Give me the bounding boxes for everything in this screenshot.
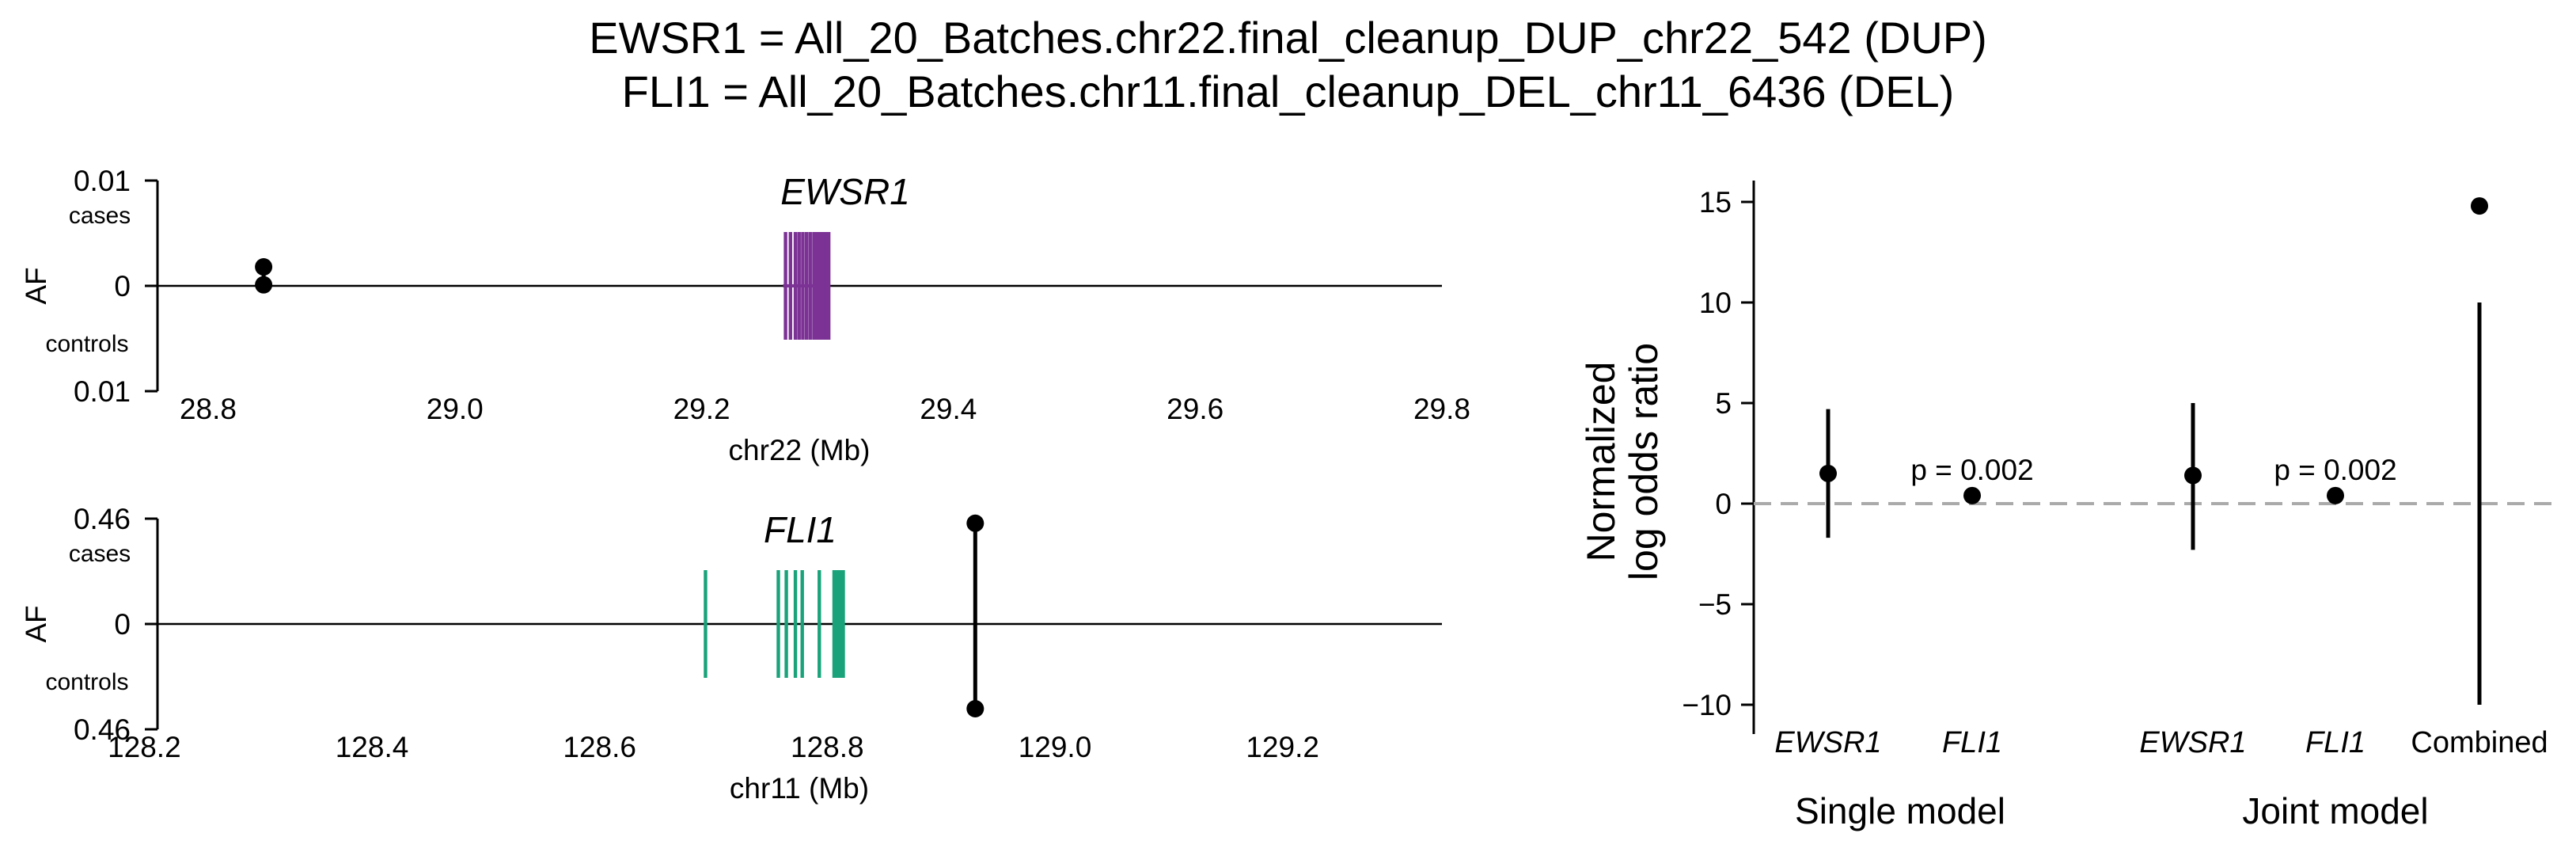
y-tick-label: 0.46: [74, 503, 131, 535]
x-tick-label: 29.0: [427, 393, 484, 425]
x-tick-label: 128.6: [563, 731, 636, 763]
gene-exon: [804, 232, 809, 340]
gene-exon: [776, 570, 780, 678]
gene-exon: [793, 232, 798, 340]
cases-label: cases: [69, 541, 131, 567]
gene-exon: [797, 232, 801, 340]
gene-exon: [819, 232, 823, 340]
gene-exon: [818, 570, 821, 678]
odds-ratio-panel: 15 10 5 0 −5 −10 Normalizedlog odds ratio EWSR1…: [1579, 181, 2560, 831]
gene-exon: [793, 570, 798, 678]
category-label: FLI1: [1942, 726, 2002, 759]
y-tick-label: 0.01: [74, 375, 131, 408]
y-tick-label: −10: [1682, 689, 1732, 721]
y-axis-label: Normalizedlog odds ratio: [1579, 343, 1666, 580]
af-panel-ewsr1: 0.01 0 0.01 cases controls AF EWSR1 28.8 29.0 29.…: [20, 165, 1470, 466]
gene-exon: [824, 232, 829, 340]
x-tick-label: 28.8: [180, 393, 237, 425]
y-tick-label: 0: [114, 270, 131, 302]
gene-exon: [841, 570, 845, 678]
y-tick-label: 15: [1699, 186, 1732, 219]
gene-exon: [784, 570, 788, 678]
p-value-annotation: p = 0.002: [2274, 454, 2396, 486]
gene-exon: [704, 570, 708, 678]
y-axis-label: AF: [20, 605, 52, 642]
y-axis-label-line: log odds ratio: [1622, 343, 1666, 580]
gene-name-label: FLI1: [764, 509, 837, 550]
x-tick-label: 29.6: [1167, 393, 1224, 425]
p-value-annotation: p = 0.002: [1910, 454, 2033, 486]
y-tick-label: 0.01: [74, 165, 131, 197]
category-label: FLI1: [2305, 726, 2365, 759]
y-tick-label: 10: [1699, 287, 1732, 319]
x-axis-label: chr11 (Mb): [730, 772, 869, 805]
x-tick-label: 29.8: [1413, 393, 1470, 425]
x-tick-label: 128.2: [108, 731, 181, 763]
gene-exon: [801, 232, 805, 340]
gene-exon: [826, 232, 831, 340]
controls-label: controls: [45, 331, 128, 357]
gene-exon: [788, 232, 793, 340]
figure-title-line-2: FLI1 = All_20_Batches.chr11.final_cleanu…: [621, 67, 1955, 116]
y-tick-label: 0: [1715, 488, 1732, 520]
figure-title-line-1: EWSR1 = All_20_Batches.chr22.final_clean…: [589, 13, 1987, 63]
category-label: EWSR1: [2139, 726, 2246, 759]
gene-model: [783, 232, 831, 340]
y-tick-label: 5: [1715, 387, 1732, 420]
gene-exon: [817, 232, 821, 340]
y-tick-label: 0.46: [74, 713, 131, 746]
category-label: EWSR1: [1774, 726, 1881, 759]
x-tick-label: 128.4: [336, 731, 409, 763]
estimate-point: [1963, 486, 1981, 504]
y-tick-label: 0: [114, 608, 131, 641]
estimate-point: [2184, 466, 2202, 485]
gene-exon: [783, 232, 787, 340]
category-label: Combined: [2411, 726, 2548, 759]
gene-exon: [812, 232, 816, 340]
group-label-joint-model: Joint model: [2242, 790, 2428, 831]
x-axis-label: chr22 (Mb): [729, 434, 871, 466]
variant-controls-point: [966, 699, 984, 717]
y-axis-label: AF: [20, 267, 52, 304]
x-tick-label: 29.4: [920, 393, 977, 425]
gene-exon: [832, 570, 837, 678]
estimate-point: [2327, 486, 2344, 504]
gene-exon: [821, 232, 826, 340]
variant-cases-point: [255, 258, 273, 276]
x-tick-label: 128.8: [791, 731, 864, 763]
y-tick-label: −5: [1698, 588, 1732, 621]
gene-exon: [814, 232, 818, 340]
estimate-point: [2471, 197, 2488, 215]
cases-label: cases: [69, 203, 131, 229]
af-panel-fli1: 0.46 0 0.46 cases controls AF FLI1 128.2 128.4 12…: [20, 503, 1442, 805]
x-tick-label: 29.2: [673, 393, 730, 425]
variant-cases-point: [966, 514, 984, 532]
x-tick-label: 129.0: [1019, 731, 1092, 763]
y-axis-label-line: Normalized: [1579, 362, 1623, 562]
gene-exon: [808, 232, 812, 340]
gene-exon: [800, 570, 804, 678]
variant-controls-point: [255, 276, 273, 294]
group-label-single-model: Single model: [1795, 790, 2005, 831]
controls-label: controls: [45, 669, 128, 695]
gene-exon: [834, 570, 839, 678]
estimate-point: [1819, 464, 1837, 482]
gene-model: [704, 570, 845, 678]
x-tick-label: 129.2: [1246, 731, 1319, 763]
gene-name-label: EWSR1: [780, 171, 910, 212]
